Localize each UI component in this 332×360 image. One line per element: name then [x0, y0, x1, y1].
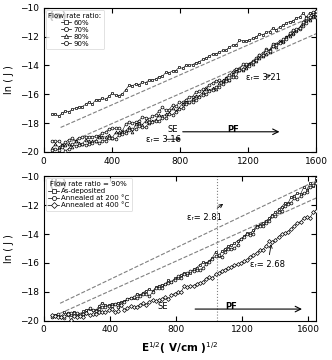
Y-axis label: ln ( J ): ln ( J ) — [4, 66, 14, 94]
Text: SE: SE — [157, 302, 168, 311]
Text: SE: SE — [168, 125, 178, 134]
Text: εᵣ= 2.68: εᵣ= 2.68 — [250, 245, 285, 269]
X-axis label: E$^{1/2}$( V/cm )$^{1/2}$: E$^{1/2}$( V/cm )$^{1/2}$ — [141, 340, 218, 356]
Text: (a): (a) — [49, 10, 67, 21]
Text: (b): (b) — [49, 179, 67, 189]
Text: εᵣ= 2.81: εᵣ= 2.81 — [187, 204, 222, 222]
Text: εᵣ= 3.21: εᵣ= 3.21 — [246, 73, 281, 82]
Text: PF: PF — [228, 125, 239, 134]
Text: εᵣ= 3.16: εᵣ= 3.16 — [146, 135, 181, 144]
Legend: As-deposited, Annealed at 200 °C, Annealed at 400 °C: As-deposited, Annealed at 200 °C, Anneal… — [46, 178, 132, 211]
Text: PF: PF — [225, 302, 237, 311]
Y-axis label: ln ( J ): ln ( J ) — [4, 234, 14, 263]
Legend: 60%, 70%, 80%, 90%: 60%, 70%, 80%, 90% — [46, 10, 104, 49]
